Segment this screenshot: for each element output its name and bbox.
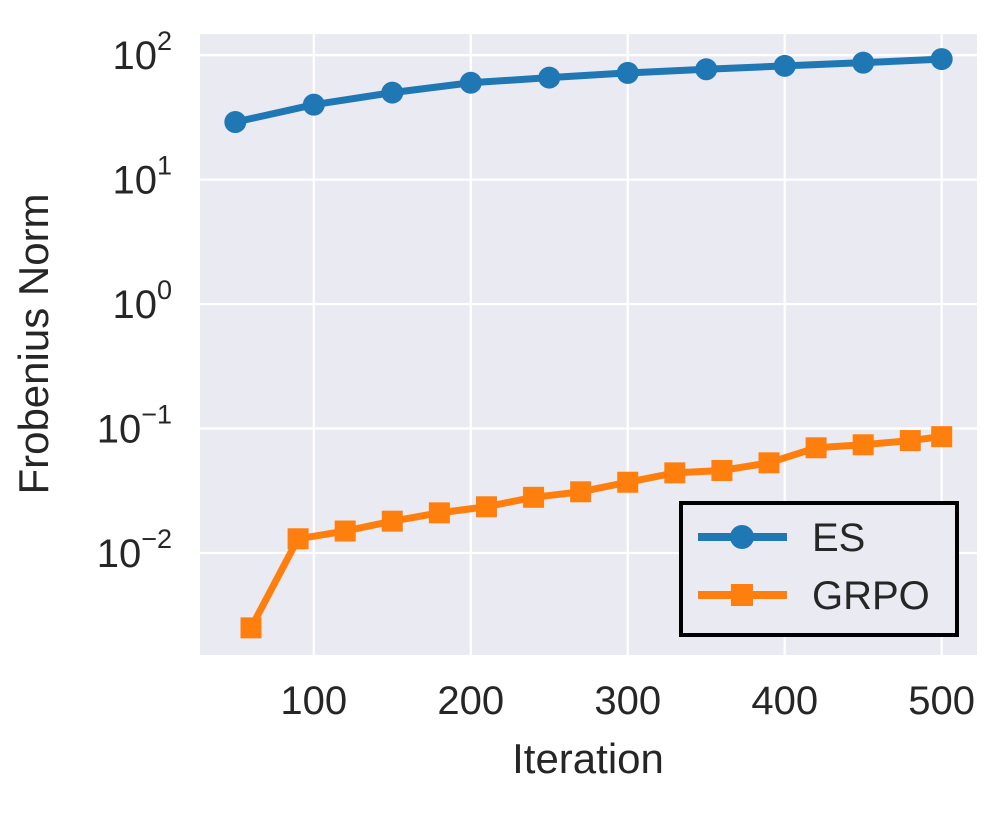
es-marker [852, 51, 875, 74]
legend-grpo-square-marker [731, 584, 753, 606]
legend-es-circle-marker [730, 525, 754, 549]
grpo-marker [931, 426, 953, 448]
grpo-marker [570, 481, 592, 503]
grpo-marker [852, 434, 874, 456]
grpo-marker [617, 471, 639, 493]
y-tick-label: 10−1 [97, 400, 172, 452]
y-tick-label: 100 [112, 275, 172, 327]
x-axis-label: Iteration [512, 735, 664, 782]
y-tick-label: 102 [112, 26, 172, 78]
grpo-marker [334, 520, 356, 542]
x-tick-labels: 100 200 300 400 500 [280, 679, 975, 723]
series-layer [224, 48, 953, 639]
es-marker [381, 81, 404, 104]
legend-grpo-label: GRPO [812, 574, 930, 618]
x-tick-label: 200 [437, 679, 504, 723]
legend: ES GRPO [679, 501, 959, 637]
es-marker [616, 61, 639, 84]
es-marker [459, 71, 482, 94]
y-tick-label: 10−2 [97, 524, 172, 576]
grpo-marker [899, 430, 921, 452]
grpo-marker [475, 496, 497, 518]
legend-box [679, 501, 959, 637]
x-tick-label: 100 [280, 679, 347, 723]
x-tick-label: 500 [908, 679, 975, 723]
es-marker [302, 93, 325, 116]
grpo-marker [240, 617, 262, 639]
x-tick-label: 300 [594, 679, 661, 723]
es-marker [224, 111, 247, 134]
x-tick-label: 400 [751, 679, 818, 723]
grpo-marker [428, 502, 450, 524]
grpo-marker [381, 510, 403, 532]
grpo-marker [287, 528, 309, 550]
grpo-marker [664, 462, 686, 484]
es-marker [930, 48, 953, 71]
grpo-marker [523, 486, 545, 508]
y-axis-label: Frobenius Norm [10, 193, 57, 494]
es-marker [695, 58, 718, 81]
grpo-line [247, 433, 946, 632]
y-tick-labels: 102 101 100 10−1 10−2 [97, 26, 172, 576]
es-line [231, 55, 946, 126]
grpo-marker [805, 437, 827, 459]
es-marker [538, 66, 561, 89]
y-tick-label: 101 [112, 151, 172, 203]
legend-es-label: ES [812, 516, 865, 560]
es-marker [773, 54, 796, 77]
grpo-marker [711, 459, 733, 481]
grpo-marker [758, 452, 780, 474]
